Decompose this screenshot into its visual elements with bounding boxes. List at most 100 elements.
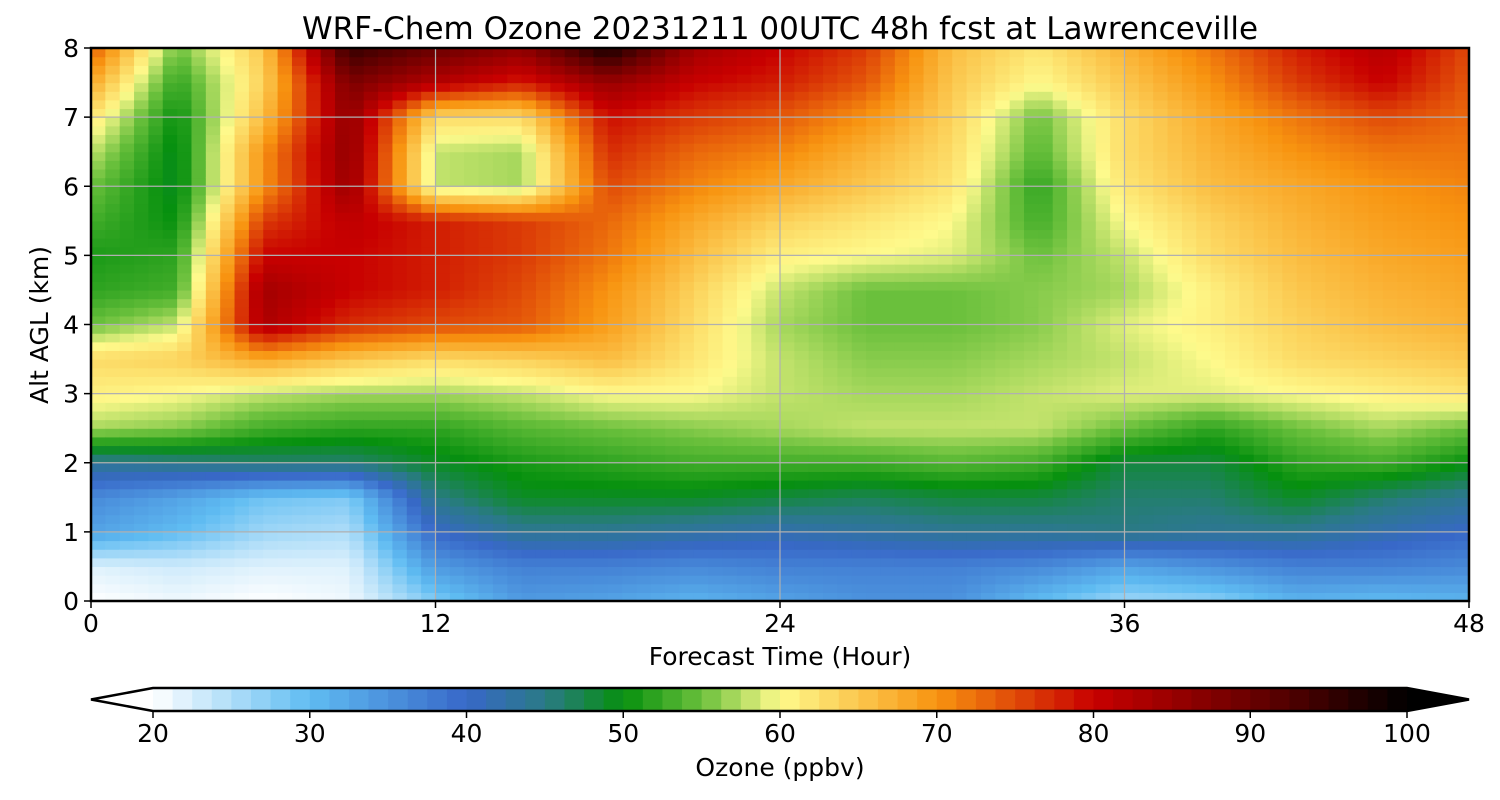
heatmap-cell xyxy=(665,272,681,282)
heatmap-cell xyxy=(880,505,896,516)
heatmap-cell xyxy=(435,289,451,300)
heatmap-cell xyxy=(335,566,350,576)
heatmap-cell xyxy=(263,73,279,84)
heatmap-cell xyxy=(894,350,910,360)
heatmap-cell xyxy=(780,117,795,127)
heatmap-cell xyxy=(1024,583,1039,593)
heatmap-cell xyxy=(693,333,709,343)
heatmap-cell xyxy=(966,264,982,274)
heatmap-cell xyxy=(808,125,824,136)
heatmap-cell xyxy=(665,480,681,490)
heatmap-cell xyxy=(421,428,437,438)
heatmap-cell xyxy=(1052,471,1068,481)
heatmap-cell xyxy=(679,315,695,326)
heatmap-cell xyxy=(378,436,394,447)
heatmap-cell xyxy=(1181,428,1197,438)
heatmap-cell xyxy=(1196,333,1212,343)
heatmap-cell xyxy=(1124,454,1140,464)
heatmap-cell xyxy=(909,384,925,395)
heatmap-cell xyxy=(966,99,982,110)
heatmap-cell xyxy=(464,333,480,343)
heatmap-cell xyxy=(808,523,824,533)
heatmap-cell xyxy=(162,393,178,403)
heatmap-cell xyxy=(650,454,666,464)
heatmap-cell xyxy=(335,445,350,455)
heatmap-cell xyxy=(349,117,365,127)
heatmap-cell xyxy=(894,575,910,585)
heatmap-cell xyxy=(162,238,178,248)
heatmap-cell xyxy=(406,384,422,395)
heatmap-cell xyxy=(320,73,336,84)
heatmap-cell xyxy=(205,367,221,377)
heatmap-cell xyxy=(808,514,824,524)
heatmap-cell xyxy=(349,307,365,317)
heatmap-cell xyxy=(1196,341,1212,352)
heatmap-cell xyxy=(507,454,523,464)
heatmap-cell xyxy=(564,91,580,101)
heatmap-cell xyxy=(363,333,379,343)
heatmap-cell xyxy=(421,151,437,161)
heatmap-cell xyxy=(952,488,968,498)
heatmap-cell xyxy=(406,462,422,472)
heatmap-cell xyxy=(535,454,551,464)
heatmap-cell xyxy=(277,350,293,360)
heatmap-cell xyxy=(220,307,236,317)
heatmap-cell xyxy=(693,514,709,524)
heatmap-cell xyxy=(823,238,839,248)
heatmap-cell xyxy=(392,238,408,248)
heatmap-cell xyxy=(665,359,681,369)
heatmap-cell xyxy=(1153,125,1169,136)
heatmap-cell xyxy=(1024,220,1039,231)
heatmap-cell xyxy=(851,376,867,386)
heatmap-cell xyxy=(751,592,767,602)
heatmap-cell xyxy=(579,125,594,136)
heatmap-cell xyxy=(406,168,422,179)
heatmap-cell xyxy=(650,298,666,308)
heatmap-cell xyxy=(1138,402,1154,412)
heatmap-cell xyxy=(837,410,853,421)
heatmap-cell xyxy=(550,557,566,568)
heatmap-cell xyxy=(693,505,709,516)
heatmap-cell xyxy=(564,281,580,291)
heatmap-cell xyxy=(191,255,207,265)
heatmap-cell xyxy=(435,151,451,161)
heatmap-cell xyxy=(191,315,207,326)
heatmap-cell xyxy=(263,151,279,161)
heatmap-cell xyxy=(650,549,666,559)
heatmap-cell xyxy=(449,65,465,75)
heatmap-cell xyxy=(492,575,508,585)
heatmap-cell xyxy=(966,384,982,395)
heatmap-cell xyxy=(923,419,939,429)
heatmap-cell xyxy=(665,454,681,464)
heatmap-cell xyxy=(406,56,422,66)
heatmap-cell xyxy=(162,307,178,317)
heatmap-cell xyxy=(866,99,882,110)
heatmap-cell xyxy=(980,281,996,291)
heatmap-cell xyxy=(449,168,465,179)
heatmap-cell xyxy=(1138,73,1154,84)
heatmap-cell xyxy=(780,410,795,421)
heatmap-cell xyxy=(277,480,293,490)
heatmap-cell xyxy=(449,480,465,490)
heatmap-cell xyxy=(952,531,968,542)
heatmap-cell xyxy=(134,177,150,187)
heatmap-cell xyxy=(1095,350,1111,360)
heatmap-cell xyxy=(622,91,638,101)
heatmap-cell xyxy=(1081,480,1097,490)
heatmap-cell xyxy=(1052,497,1068,507)
heatmap-cell xyxy=(937,298,953,308)
heatmap-cell xyxy=(1067,376,1083,386)
heatmap-cell xyxy=(148,419,164,429)
heatmap-cell xyxy=(535,281,551,291)
heatmap-cell xyxy=(220,436,236,447)
heatmap-cell xyxy=(1081,298,1097,308)
heatmap-cell xyxy=(1024,125,1039,136)
heatmap-cell xyxy=(708,194,724,205)
heatmap-cell xyxy=(406,134,422,144)
heatmap-cell xyxy=(521,255,537,265)
heatmap-cell xyxy=(363,220,379,231)
heatmap-cell xyxy=(851,367,867,377)
heatmap-cell xyxy=(751,376,767,386)
heatmap-cell xyxy=(952,341,968,352)
heatmap-cell xyxy=(1167,65,1183,75)
